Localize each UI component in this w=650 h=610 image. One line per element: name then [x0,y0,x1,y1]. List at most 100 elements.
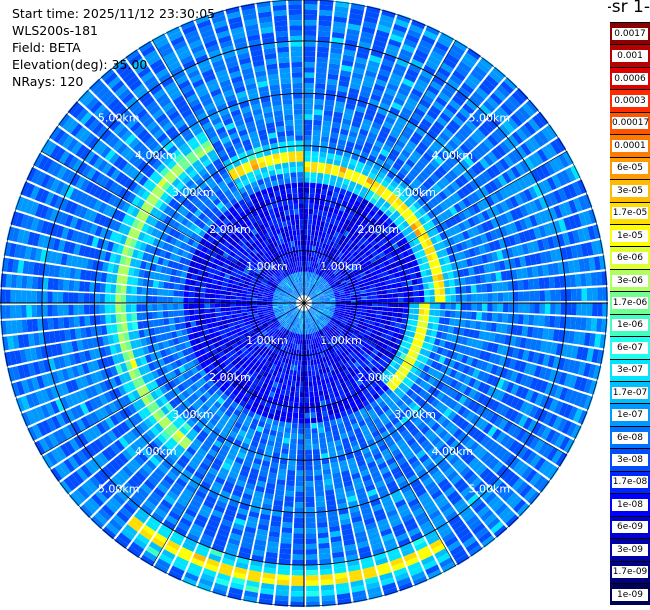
range-gate [518,291,525,302]
range-gate [305,454,313,461]
range-gate [311,298,314,301]
range-gate [445,263,453,272]
range-gate [304,30,317,36]
range-gate [370,287,377,292]
range-gate [378,130,389,139]
range-gate [424,296,430,303]
range-gate [308,214,313,220]
range-gate [528,118,541,132]
range-gate [532,115,545,129]
range-gate [441,332,448,340]
range-gate [385,157,395,167]
range-gate [314,299,320,302]
range-gate [350,294,357,298]
range-gate [471,191,481,203]
range-gate [425,329,433,336]
range-gate [422,152,433,162]
range-gate [514,193,524,206]
range-gate [423,166,433,177]
range-gate [308,294,311,297]
range-gate [410,222,418,231]
range-gate [306,569,319,576]
range-gate [305,261,309,267]
range-gate [304,182,310,188]
range-gate [586,242,594,256]
range-gate [317,167,325,174]
range-gate [354,313,361,318]
range-gate [363,225,371,233]
range-gate [403,144,414,154]
range-gate [280,389,286,396]
range-gate [308,266,312,273]
range-gate [481,341,489,351]
range-gate [320,141,329,148]
range-gate [343,230,350,237]
range-gate [355,219,362,227]
range-gate [478,125,490,137]
range-gate [320,278,325,284]
range-gate [429,296,435,303]
range-gate [314,298,320,301]
range-gate [493,88,507,102]
range-gate [473,265,480,275]
range-gate [400,323,407,330]
range-gate [458,251,466,260]
range-gate [318,295,324,298]
range-gate [413,228,422,237]
range-gate [405,186,415,195]
range-gate [384,209,393,218]
range-gate [377,107,388,116]
range-gate [465,182,475,194]
range-gate [307,293,309,296]
range-gate [366,309,372,314]
range-gate [440,211,449,221]
range-gate [346,214,354,221]
range-gate [431,217,440,226]
range-gate [448,195,458,205]
range-gate [515,128,528,142]
range-gate [335,282,342,287]
range-gate [479,104,492,117]
range-gate [415,78,429,89]
range-gate [309,277,312,283]
range-gate [335,181,342,189]
range-gate [336,226,342,233]
range-gate [360,312,367,316]
range-gate [382,162,392,171]
range-gate [308,219,313,225]
range-gate [407,29,422,39]
range-gate [381,213,389,221]
range-gate [533,278,540,290]
range-gate [472,215,481,225]
range-gate [353,271,360,277]
range-gate [444,208,454,219]
range-gate [317,422,324,428]
range-gate [345,103,356,111]
range-gate [523,230,532,242]
range-gate [471,256,478,266]
range-gate [378,262,386,269]
range-gate [481,210,491,221]
range-gate [318,537,330,544]
range-gate [499,226,508,237]
range-gate [385,48,398,58]
range-gate [511,131,524,145]
range-gate [392,267,399,274]
range-gate [556,172,567,186]
range-gate [408,154,419,164]
range-gate [507,281,514,291]
range-gate [458,211,467,221]
range-gate [305,481,314,487]
range-gate [314,301,320,303]
range-gate [497,313,503,323]
range-gate [449,205,458,216]
range-gate [391,283,398,289]
range-gate [316,379,322,386]
range-gate [423,289,430,296]
range-gate [455,111,468,123]
range-gate [538,277,545,289]
range-gate [350,266,357,272]
range-gate [292,564,304,571]
range-gate [468,329,475,338]
range-gate [304,166,311,173]
